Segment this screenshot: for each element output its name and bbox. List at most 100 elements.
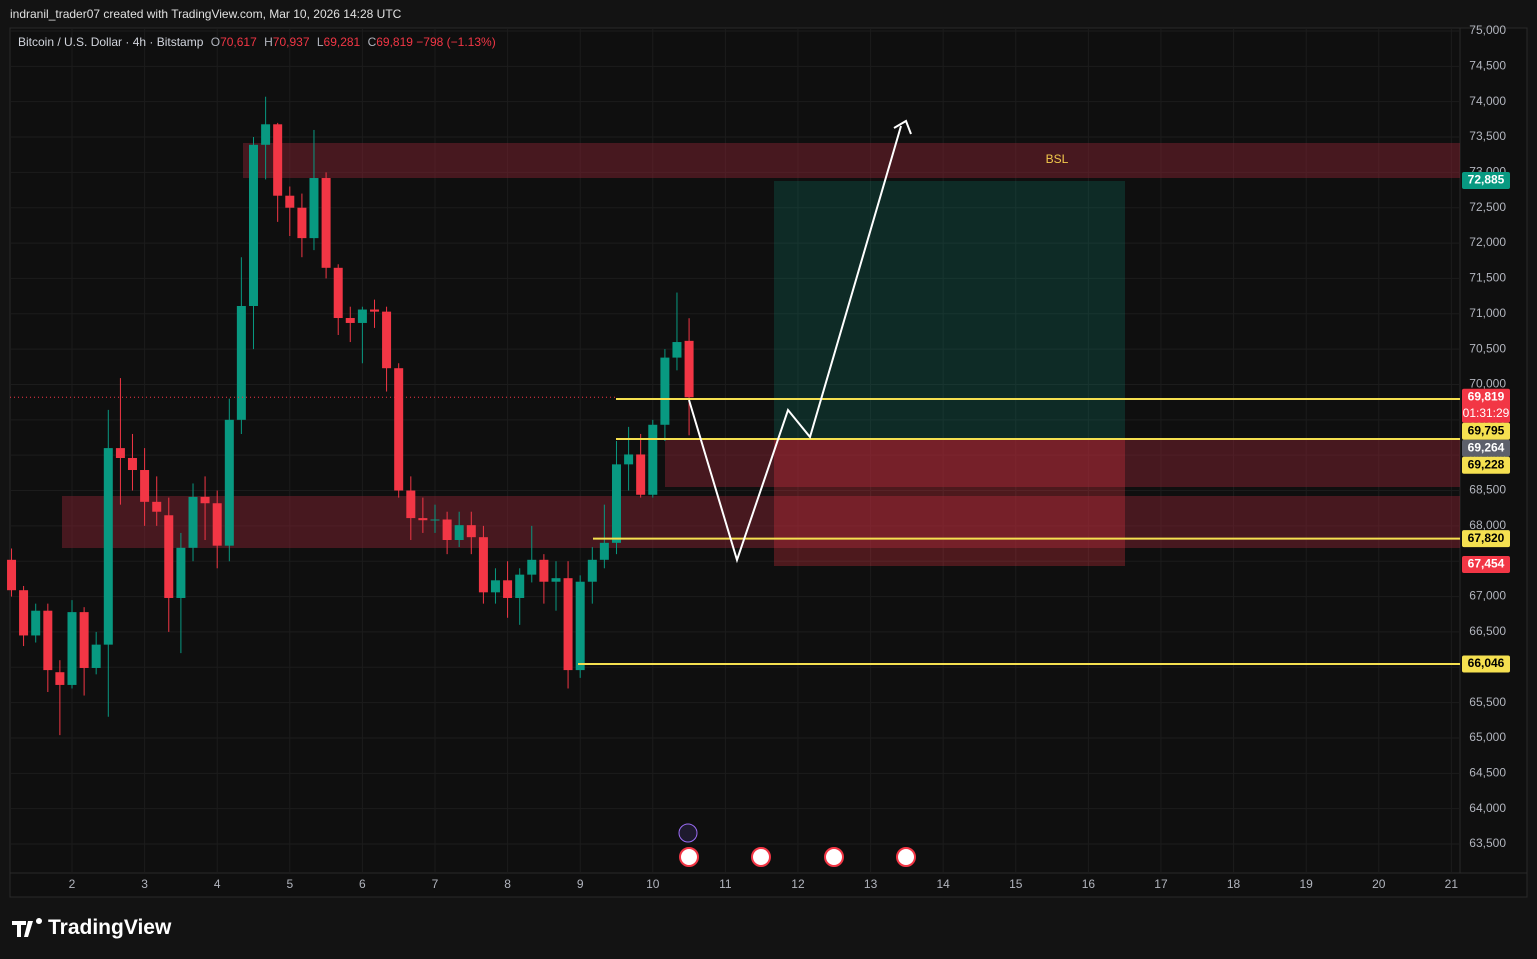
ohlc-value: 69,819 xyxy=(376,35,413,49)
candle-body xyxy=(551,578,561,582)
zone-label: BSL xyxy=(1046,152,1069,166)
candle-body xyxy=(115,448,125,458)
x-tick-label: 4 xyxy=(214,877,221,891)
y-tick-label: 63,500 xyxy=(1469,836,1506,850)
y-tick-label: 66,500 xyxy=(1469,624,1506,638)
candle-body xyxy=(188,496,198,548)
candle-body xyxy=(539,559,549,582)
x-tick-label: 11 xyxy=(719,877,732,891)
x-tick-label: 8 xyxy=(504,877,511,891)
candle-body xyxy=(648,424,658,495)
x-tick-label: 3 xyxy=(141,877,148,891)
brand-logo xyxy=(12,918,42,937)
candle-body xyxy=(43,610,53,671)
event-icon xyxy=(751,847,771,867)
y-tick-label: 71,000 xyxy=(1469,306,1506,320)
brand: TradingView xyxy=(48,916,172,939)
arrow-head xyxy=(893,119,912,135)
projection-path xyxy=(688,125,902,564)
candle-body xyxy=(127,457,137,471)
candle-body xyxy=(515,574,525,598)
candle-body xyxy=(55,672,65,685)
legend: Bitcoin / U.S. Dollar · 4h · Bitstamp O7… xyxy=(18,35,496,49)
x-tick-label: 9 xyxy=(577,877,584,891)
x-tick-label: 10 xyxy=(646,877,660,891)
y-tick-label: 72,500 xyxy=(1469,200,1506,214)
candle-body xyxy=(261,124,271,145)
y-tick-label: 74,500 xyxy=(1469,58,1506,72)
candle-body xyxy=(79,612,89,668)
candle-body xyxy=(297,207,307,239)
candle-body xyxy=(454,525,464,541)
event-icons xyxy=(678,823,916,867)
x-tick-label: 15 xyxy=(1009,877,1023,891)
y-tick-label: 70,500 xyxy=(1469,341,1506,355)
price-label: 69,795 xyxy=(1468,423,1505,437)
y-tick-label: 65,500 xyxy=(1469,695,1506,709)
y-tick-label: 64,000 xyxy=(1469,801,1506,815)
candle-body xyxy=(527,559,537,575)
price-label: 69,264 xyxy=(1468,440,1505,454)
x-tick-label: 16 xyxy=(1082,877,1096,891)
candle-body xyxy=(7,559,17,591)
candle-body xyxy=(636,454,646,495)
y-tick-label: 74,000 xyxy=(1469,94,1506,108)
ohlc-key: C xyxy=(367,35,377,49)
price-label-bg xyxy=(1462,439,1510,457)
candle-body xyxy=(599,542,609,560)
candle-body xyxy=(164,515,174,598)
candle-body xyxy=(285,195,295,208)
event-icon xyxy=(678,823,698,843)
stop-box xyxy=(774,439,1125,566)
price-label-bg xyxy=(1462,171,1510,189)
candle-body xyxy=(31,610,41,636)
x-tick-label: 13 xyxy=(864,877,878,891)
candle-body xyxy=(370,309,380,312)
candle-body xyxy=(91,644,101,668)
price-label: 69,819 xyxy=(1468,389,1505,403)
ohlc-value: 70,617 xyxy=(220,35,257,49)
y-tick-label: 68,500 xyxy=(1469,483,1506,497)
x-tick-label: 12 xyxy=(791,877,805,891)
x-tick-label: 21 xyxy=(1445,877,1459,891)
y-tick-label: 73,500 xyxy=(1469,129,1506,143)
candle-body xyxy=(309,178,319,239)
x-tick-label: 7 xyxy=(432,877,439,891)
event-icon xyxy=(679,847,699,867)
x-tick-label: 6 xyxy=(359,877,366,891)
candle-body xyxy=(333,267,343,319)
x-tick-label: 2 xyxy=(69,877,76,891)
x-tick-label: 17 xyxy=(1154,877,1168,891)
x-tick-label: 20 xyxy=(1372,877,1386,891)
candle-body xyxy=(490,580,500,593)
credit: indranil_trader07 created with TradingVi… xyxy=(10,7,402,21)
symbol: Bitcoin / U.S. Dollar · 4h · Bitstamp xyxy=(18,35,204,49)
ohlc-value: 70,937 xyxy=(272,35,310,49)
y-tick-label: 67,000 xyxy=(1469,589,1506,603)
candle-body xyxy=(478,537,488,593)
candle-body xyxy=(224,419,234,546)
price-label: 67,820 xyxy=(1468,531,1505,545)
price-label-bg xyxy=(1462,555,1510,573)
y-tick-label: 64,500 xyxy=(1469,765,1506,779)
ohlc-key: H xyxy=(264,35,273,49)
price-label-bg xyxy=(1462,530,1510,548)
candle-body xyxy=(563,578,573,671)
x-tick-label: 18 xyxy=(1227,877,1241,891)
zone xyxy=(243,143,1460,178)
target-box xyxy=(774,181,1125,439)
candle-body xyxy=(406,490,416,519)
candle-body xyxy=(103,448,113,645)
candle-body xyxy=(624,454,634,465)
y-tick-label: 68,000 xyxy=(1469,518,1506,532)
candle-body xyxy=(200,496,210,504)
change: −798 (−1.13%) xyxy=(416,35,496,49)
candle-body xyxy=(152,501,162,512)
candle-body xyxy=(273,124,283,196)
price-label-bg xyxy=(1462,422,1510,440)
event-icon xyxy=(824,847,844,867)
candle-body xyxy=(418,518,428,521)
candle-body xyxy=(382,311,392,369)
candle-body xyxy=(248,144,258,306)
